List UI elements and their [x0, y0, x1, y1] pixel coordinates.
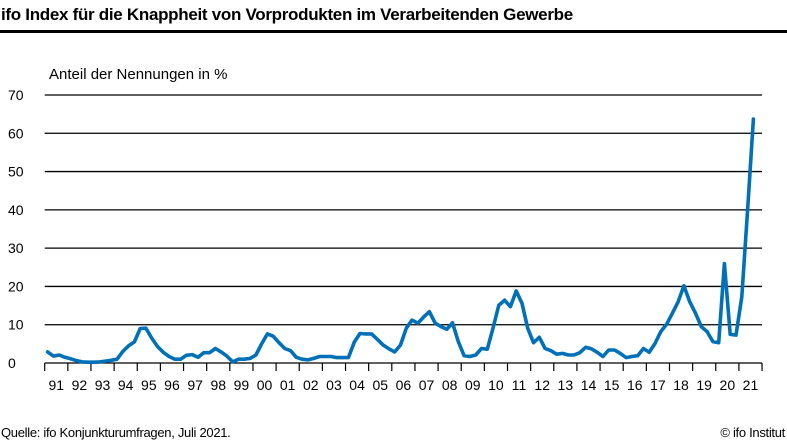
x-tick-label: 91 [48, 377, 64, 393]
x-tick-label: 99 [234, 377, 250, 393]
x-tick-label: 14 [581, 377, 597, 393]
x-tick-label: 20 [720, 377, 736, 393]
x-tick-label: 06 [396, 377, 412, 393]
y-tick-label: 0 [8, 355, 16, 371]
x-tick-label: 10 [488, 377, 504, 393]
gridlines [44, 94, 763, 326]
y-tick-label: 70 [8, 87, 24, 103]
x-tick-label: 97 [187, 377, 203, 393]
y-tick-label: 20 [8, 278, 24, 294]
y-tick-labels: 0 10 20 30 40 50 60 70 [8, 87, 24, 371]
x-tick-label: 07 [419, 377, 435, 393]
title-divider [0, 30, 787, 33]
source-note: Quelle: ifo Konjunkturumfragen, Juli 202… [1, 425, 231, 440]
x-tick-label: 96 [164, 377, 180, 393]
y-tick-label: 40 [8, 202, 24, 218]
series-line [45, 117, 756, 364]
x-tick-label: 13 [558, 377, 574, 393]
y-tick-label: 60 [8, 125, 24, 141]
x-tick-label: 15 [604, 377, 620, 393]
x-tick-label: 02 [303, 377, 319, 393]
x-tick-label: 95 [141, 377, 157, 393]
x-tick-label: 11 [512, 377, 527, 393]
x-tick-label: 92 [72, 377, 88, 393]
x-tick-label: 01 [280, 377, 296, 393]
x-tick-label: 09 [465, 377, 481, 393]
x-tick-label: 19 [696, 377, 712, 393]
x-tick-label: 04 [349, 377, 365, 393]
x-tick-label: 21 [743, 377, 759, 393]
y-tick-label: 10 [8, 317, 24, 333]
x-tick-label: 16 [627, 377, 643, 393]
x-tick-label: 18 [673, 377, 689, 393]
copyright-note: © ifo Institut [720, 425, 785, 440]
chart-title: ifo Index für die Knappheit von Vorprodu… [1, 5, 573, 24]
x-tick-label: 00 [257, 377, 273, 393]
x-tick-label: 17 [650, 377, 666, 393]
y-tick-label: 50 [8, 164, 24, 180]
y-tick-label: 30 [8, 240, 24, 256]
x-tick-label: 03 [326, 377, 342, 393]
x-tick-labels: 91 92 93 94 95 96 97 98 99 00 01 02 03 04 05 06 07 08 09 10… [48, 377, 758, 393]
x-tick-label: 93 [95, 377, 111, 393]
x-tick-label: 94 [118, 377, 134, 393]
x-axis [44, 362, 763, 371]
y-axis-label: Anteil der Nennungen in % [49, 66, 228, 83]
x-tick-label: 12 [534, 377, 550, 393]
series-line-group [45, 117, 756, 364]
x-tick-label: 05 [372, 377, 388, 393]
x-tick-label: 08 [442, 377, 458, 393]
x-tick-label: 98 [210, 377, 226, 393]
